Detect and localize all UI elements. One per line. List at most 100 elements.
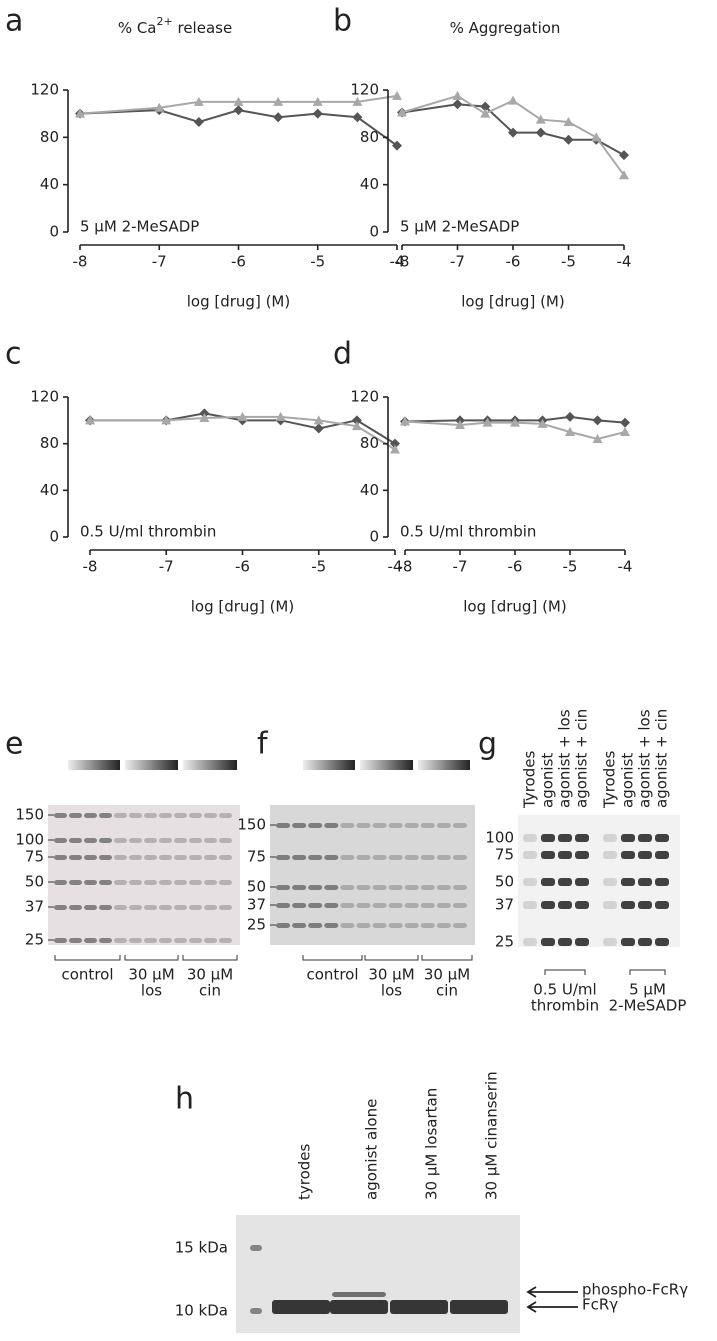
bracket [364,955,419,961]
lane-label: agonist + los [636,709,654,808]
band [404,823,419,828]
group-label: 30 μM [128,966,174,984]
data-point [452,99,463,110]
gradient-bar [125,760,178,770]
band [655,878,669,886]
lane-label: 30 μM cinanserin [483,1071,501,1200]
band [450,1300,508,1314]
data-point [237,411,248,421]
data-point [482,417,493,427]
x-tick-label: -6 [506,253,521,271]
arrow [526,1301,578,1313]
band [340,923,355,928]
band [541,834,555,842]
band [388,823,403,828]
data-point [392,90,402,100]
data-point [390,438,400,449]
band [356,885,371,890]
band [436,885,451,890]
panel-letter: b [333,4,352,39]
band [114,838,127,843]
band [69,855,82,860]
band [308,823,323,828]
x-tick-label: -7 [453,558,468,576]
band [558,901,572,909]
band [276,855,291,860]
band [356,855,371,860]
y-tick-label: 0 [369,528,379,546]
band [84,905,97,910]
group-label: 30 μM [368,966,414,984]
band [189,838,202,843]
band [523,851,537,859]
band [558,834,572,842]
band [324,903,339,908]
band [638,938,652,946]
blot [270,805,475,945]
band [129,905,142,910]
x-axis-label: log [drug] (M) [461,293,564,311]
marker-label: 25 [495,933,514,951]
lane-label: agonist alone [363,1099,381,1200]
group-label: 2-MeSADP [609,997,687,1015]
band [340,855,355,860]
band [189,813,202,818]
marker-label: 37 [247,896,266,914]
bracket [182,955,238,961]
band [159,813,172,818]
band [204,855,217,860]
group-label: los [381,982,402,1000]
bracket [54,955,121,961]
marker-label: 50 [25,873,44,891]
lane-label: Tyrodes [601,751,619,809]
chart-title: % Aggregation [450,19,561,37]
data-point [535,114,546,124]
band [452,903,467,908]
x-tick-label: -5 [561,253,576,271]
data-point [273,96,284,106]
data-point [535,127,546,138]
band [292,903,307,908]
band [603,938,617,946]
band [420,855,435,860]
marker-label: 100 [485,829,514,847]
band [159,905,172,910]
band [340,823,355,828]
band [308,903,323,908]
band [174,905,187,910]
x-tick-label: -4 [618,558,633,576]
band [404,885,419,890]
band [558,878,572,886]
band [603,901,617,909]
band [84,838,97,843]
arrow [526,1286,578,1298]
band [219,855,232,860]
data-point [619,150,629,161]
band [621,834,635,842]
x-tick-label: -5 [310,253,325,271]
data-point [620,427,630,436]
band [356,823,371,828]
annotation: 0.5 U/ml thrombin [400,523,536,541]
band [523,901,537,909]
band [558,851,572,859]
data-point [193,116,204,127]
band [372,903,387,908]
data-point [620,417,630,428]
band [638,851,652,859]
data-point [537,418,548,428]
data-point [313,423,324,434]
band [655,834,669,842]
band [54,838,67,843]
band [54,813,67,818]
y-tick-label: 120 [350,81,379,99]
y-tick-label: 0 [369,223,379,241]
x-tick-label: -4 [388,558,403,576]
band [276,923,291,928]
band [129,838,142,843]
band [420,823,435,828]
band [54,938,67,943]
panel-letter: c [5,337,22,372]
band [575,938,589,946]
y-tick-label: 40 [360,175,379,193]
